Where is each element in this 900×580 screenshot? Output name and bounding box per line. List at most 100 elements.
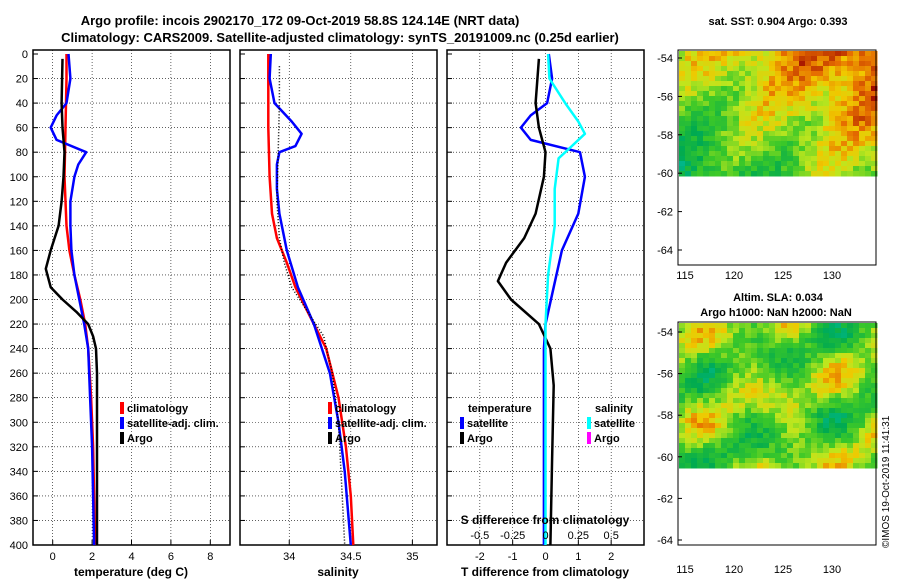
map-cell xyxy=(787,151,794,157)
map-cell xyxy=(739,91,746,97)
map-cell xyxy=(679,141,686,147)
map-cell xyxy=(679,448,686,454)
map-cell xyxy=(871,51,878,57)
map-cell xyxy=(847,398,854,404)
map-cell xyxy=(715,418,722,424)
map-cell xyxy=(709,156,716,162)
map-cell xyxy=(727,423,734,429)
map-cell xyxy=(697,126,704,132)
map-cell xyxy=(769,333,776,339)
map-cell xyxy=(679,343,686,349)
map-cell xyxy=(811,96,818,102)
map-cell xyxy=(781,61,788,67)
y-tick-label: 0 xyxy=(22,49,28,61)
map-cell xyxy=(799,338,806,344)
map-cell xyxy=(793,166,800,172)
map-cell xyxy=(703,106,710,112)
map-cell xyxy=(841,448,848,454)
map-cell xyxy=(823,66,830,72)
map-cell xyxy=(775,151,782,157)
map-cell xyxy=(829,328,836,334)
map-cell xyxy=(775,393,782,399)
map-cell xyxy=(775,61,782,67)
map-cell xyxy=(787,383,794,389)
map-cell xyxy=(847,131,854,137)
map-cell xyxy=(835,328,842,334)
map-cell xyxy=(769,368,776,374)
map-cell xyxy=(721,101,728,107)
map-cell xyxy=(835,146,842,152)
map-cell xyxy=(775,343,782,349)
map-cell xyxy=(829,433,836,439)
map-cell xyxy=(781,413,788,419)
map-cell xyxy=(763,453,770,459)
map-cell xyxy=(691,56,698,62)
map-cell xyxy=(763,443,770,449)
map-cell xyxy=(709,383,716,389)
map-cell xyxy=(829,443,836,449)
map-cell xyxy=(829,61,836,67)
map-cell xyxy=(709,111,716,117)
map-cell xyxy=(715,101,722,107)
map-cell xyxy=(709,353,716,359)
map-cell xyxy=(721,463,728,469)
map-cell xyxy=(787,171,794,177)
map-cell xyxy=(775,428,782,434)
map-cell xyxy=(757,428,764,434)
map-cell xyxy=(781,131,788,137)
map-cell xyxy=(781,328,788,334)
map-cell xyxy=(859,161,866,167)
map-cell xyxy=(787,428,794,434)
map-cell xyxy=(703,71,710,77)
s-difference-label: S difference from climatology xyxy=(461,513,630,527)
map-cell xyxy=(751,333,758,339)
map-cell xyxy=(835,393,842,399)
map-cell xyxy=(685,428,692,434)
map-cell xyxy=(781,438,788,444)
map-cell xyxy=(811,393,818,399)
map-cell xyxy=(727,338,734,344)
map-cell xyxy=(805,61,812,67)
map-cell xyxy=(799,106,806,112)
map-cell xyxy=(841,91,848,97)
map-cell xyxy=(727,106,734,112)
map-cell xyxy=(751,418,758,424)
map-cell xyxy=(757,156,764,162)
map-cell xyxy=(823,348,830,354)
map-cell xyxy=(739,136,746,142)
map-cell xyxy=(685,413,692,419)
map-cell xyxy=(715,116,722,122)
map-cell xyxy=(841,398,848,404)
map-cell xyxy=(733,86,740,92)
map-cell xyxy=(709,373,716,379)
map-cell xyxy=(697,51,704,57)
map-cell xyxy=(841,66,848,72)
map-cell xyxy=(859,86,866,92)
map-cell xyxy=(835,126,842,132)
map-cell xyxy=(727,91,734,97)
map-cell xyxy=(745,393,752,399)
map-cell xyxy=(739,453,746,459)
map-cell xyxy=(835,116,842,122)
map-cell xyxy=(691,116,698,122)
map-cell xyxy=(763,56,770,62)
map-cell xyxy=(745,141,752,147)
map-cell xyxy=(709,368,716,374)
y-tick-label: 140 xyxy=(10,221,28,233)
map-cell xyxy=(811,403,818,409)
map-cell xyxy=(697,373,704,379)
map-cell xyxy=(733,383,740,389)
map-cell xyxy=(727,51,734,57)
map-cell xyxy=(727,121,734,127)
map-cell xyxy=(679,136,686,142)
map-cell xyxy=(709,423,716,429)
map-cell xyxy=(763,408,770,414)
map-cell xyxy=(727,56,734,62)
y-tick-label: 300 xyxy=(10,417,28,429)
map-cell xyxy=(841,111,848,117)
map-cell xyxy=(739,463,746,469)
map-cell xyxy=(775,71,782,77)
map-cell xyxy=(835,358,842,364)
map-cell xyxy=(853,338,860,344)
map-cell xyxy=(697,338,704,344)
